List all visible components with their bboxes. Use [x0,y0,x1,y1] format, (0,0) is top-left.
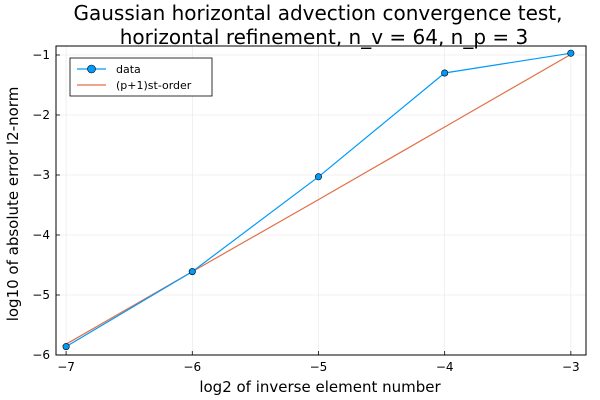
data-point-data [567,49,575,57]
legend-box [69,57,213,97]
x-tick-label: −7 [57,360,75,374]
x-tick-label: −3 [562,360,580,374]
y-tick-label: −3 [32,168,50,182]
y-tick-label: −6 [32,348,50,362]
data-point-data [188,268,196,276]
legend-label-data: data [116,63,141,76]
legend: data (p+1)st-order [69,57,213,97]
data-point-data [314,173,322,181]
y-axis-ticks: −6 −5 −4 −3 −2 −1 [32,48,60,362]
chart-title-line-2: horizontal refinement, n_v = 64, n_p = 3 [120,25,529,49]
x-tick-label: −6 [183,360,201,374]
chart-title-line-1: Gaussian horizontal advection convergenc… [73,1,562,25]
data-point-data [62,343,70,351]
x-axis-label: log2 of inverse element number [199,378,441,396]
y-tick-label: −4 [32,228,50,242]
y-tick-label: −1 [32,48,50,62]
x-tick-label: −4 [436,360,454,374]
y-axis-label: log10 of absolute error l2-norm [4,87,22,322]
legend-label-order: (p+1)st-order [116,79,192,92]
y-tick-label: −5 [32,288,50,302]
legend-marker-data [87,64,96,74]
plot-area-frame [55,45,587,356]
x-tick-label: −5 [310,360,328,374]
series-line-p-1-st-order [65,53,572,345]
x-axis-ticks: −7 −6 −5 −4 −3 [57,351,580,374]
data-point-data [441,69,449,77]
y-tick-label: −2 [32,108,50,122]
series-layer [62,49,575,351]
